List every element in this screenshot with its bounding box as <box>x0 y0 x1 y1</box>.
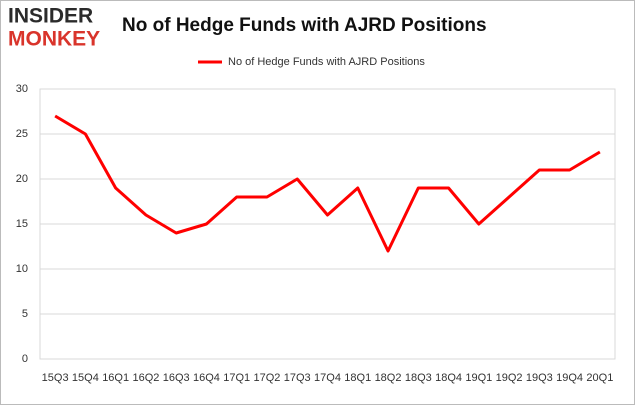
y-tick-label: 5 <box>22 308 28 320</box>
chart-title: No of Hedge Funds with AJRD Positions <box>122 15 487 36</box>
y-tick-label: 30 <box>16 83 28 95</box>
y-tick-label: 10 <box>16 263 28 275</box>
x-tick-label: 20Q1 <box>586 372 613 384</box>
plot-border <box>39 88 616 360</box>
x-tick-label: 16Q3 <box>163 372 190 384</box>
x-tick-label: 15Q4 <box>72 372 99 384</box>
x-tick-label: 19Q1 <box>465 372 492 384</box>
x-tick-label: 18Q2 <box>375 372 402 384</box>
y-tick-label: 20 <box>16 173 28 185</box>
x-tick-label: 17Q1 <box>223 372 250 384</box>
line-series <box>54 114 601 253</box>
x-tick-label: 19Q4 <box>556 372 583 384</box>
x-tick-label: 16Q1 <box>102 372 129 384</box>
logo-top: INSIDER <box>8 5 93 28</box>
y-tick-label: 0 <box>22 353 28 365</box>
x-tick-label: 15Q3 <box>42 372 69 384</box>
logo-bottom: MONKEY <box>8 28 100 51</box>
x-tick-label: 18Q1 <box>344 372 371 384</box>
x-tick-label: 16Q2 <box>132 372 159 384</box>
x-tick-label: 19Q3 <box>526 372 553 384</box>
y-tick-label: 25 <box>16 128 28 140</box>
x-tick-label: 16Q4 <box>193 372 220 384</box>
x-tick-label: 18Q4 <box>435 372 462 384</box>
x-tick-label: 17Q4 <box>314 372 341 384</box>
y-tick-label: 15 <box>16 218 28 230</box>
x-tick-label: 18Q3 <box>405 372 432 384</box>
legend-label: No of Hedge Funds with AJRD Positions <box>228 56 425 68</box>
x-tick-label: 17Q2 <box>254 372 281 384</box>
x-tick-label: 17Q3 <box>284 372 311 384</box>
x-tick-label: 19Q2 <box>496 372 523 384</box>
